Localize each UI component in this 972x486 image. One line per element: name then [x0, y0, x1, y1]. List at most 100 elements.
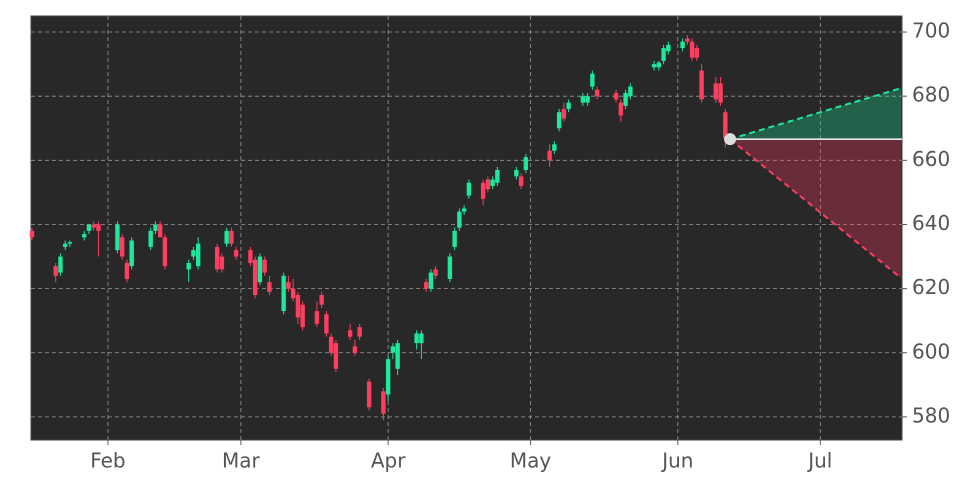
y-tick-label: 580 [912, 403, 950, 427]
y-tick-label: 660 [912, 147, 950, 171]
candle-body [29, 230, 35, 238]
candle-body [91, 224, 96, 228]
candle-body [713, 83, 719, 100]
candle-body [485, 179, 491, 190]
candle-body [195, 243, 201, 267]
candle-body [457, 211, 462, 228]
candle-body [314, 311, 320, 324]
candle-body [556, 112, 562, 129]
y-tick-label: 700 [912, 19, 950, 43]
candle-body [248, 250, 253, 263]
candle-body [490, 179, 495, 186]
candle-body [433, 269, 438, 276]
candle-body [390, 346, 396, 353]
candle-body [124, 262, 130, 279]
candle-body [461, 208, 467, 212]
candle-body [689, 41, 695, 58]
x-tick-label: Jul [806, 449, 832, 473]
candle-body [385, 359, 391, 395]
x-tick-label: Apr [371, 449, 406, 473]
candle-body [656, 62, 662, 68]
candle-body [480, 182, 486, 199]
y-tick-label: 640 [912, 211, 950, 235]
candle-body [718, 83, 723, 103]
candle-body [685, 38, 690, 42]
candle-body [495, 169, 500, 183]
candle-body [590, 73, 595, 87]
candle-body [295, 295, 301, 318]
candle-body [281, 275, 286, 312]
candle-body [257, 256, 263, 283]
x-tick-label: Jun [660, 449, 693, 473]
candle-body [347, 330, 353, 337]
candle-body [96, 224, 101, 231]
candle-body [191, 250, 196, 257]
y-tick-label: 620 [912, 275, 950, 299]
candle-body [661, 48, 666, 61]
candle-body [699, 70, 704, 100]
candle-body [381, 391, 386, 414]
candle-body [547, 150, 552, 161]
x-tick-label: Mar [222, 449, 261, 473]
candle-body [514, 169, 519, 177]
candle-body [300, 304, 305, 328]
candle-body [267, 282, 272, 292]
candle-body [419, 333, 424, 344]
candle-body [666, 44, 671, 52]
candle-body [466, 182, 472, 196]
candle-body [366, 381, 372, 408]
candle-body [252, 259, 258, 296]
candle-body [229, 230, 234, 244]
candle-body [523, 157, 529, 170]
candle-body [561, 109, 567, 119]
candle-body [157, 224, 163, 238]
candle-body [324, 314, 329, 334]
candle-body [395, 343, 400, 369]
candle-body [162, 237, 168, 267]
candle-body [628, 86, 633, 97]
candle-body [414, 333, 419, 344]
candle-body [119, 237, 125, 257]
candle-body [129, 240, 134, 267]
candle-body [153, 224, 158, 231]
candle-body [62, 243, 68, 247]
candle-body [286, 282, 291, 289]
candle-body [566, 102, 571, 110]
candle-body [328, 336, 334, 353]
candle-body [428, 272, 434, 289]
candle-body [148, 230, 153, 247]
candle-body [115, 224, 120, 251]
candle-body [219, 256, 225, 270]
candle-body [319, 295, 324, 305]
candle-body [452, 230, 457, 247]
candle-body [186, 262, 191, 270]
candle-body [552, 144, 557, 151]
y-tick-label: 680 [912, 83, 950, 107]
candle-body [694, 48, 700, 58]
candle-body [423, 282, 429, 289]
candle-body [352, 346, 358, 353]
plot-area [30, 15, 903, 441]
current-point [724, 133, 737, 146]
candle-body [233, 250, 239, 257]
candle-body [290, 288, 296, 299]
candle-body [613, 92, 619, 100]
candle-body [67, 242, 73, 244]
candle-body [224, 230, 229, 244]
candle-body [594, 89, 600, 97]
candle-body [618, 102, 624, 116]
candle-body [651, 64, 657, 68]
candle-body [81, 234, 87, 238]
candle-body [585, 96, 590, 103]
candle-body [357, 327, 362, 337]
candle-body [58, 256, 63, 273]
forecast-line [729, 138, 902, 279]
candle-body [518, 176, 524, 186]
y-tick-label: 600 [912, 339, 950, 363]
candle-body [680, 41, 685, 49]
candle-body [447, 256, 453, 279]
candle-body [333, 343, 339, 369]
x-tick-label: Feb [90, 449, 125, 473]
candle-body [53, 266, 58, 276]
